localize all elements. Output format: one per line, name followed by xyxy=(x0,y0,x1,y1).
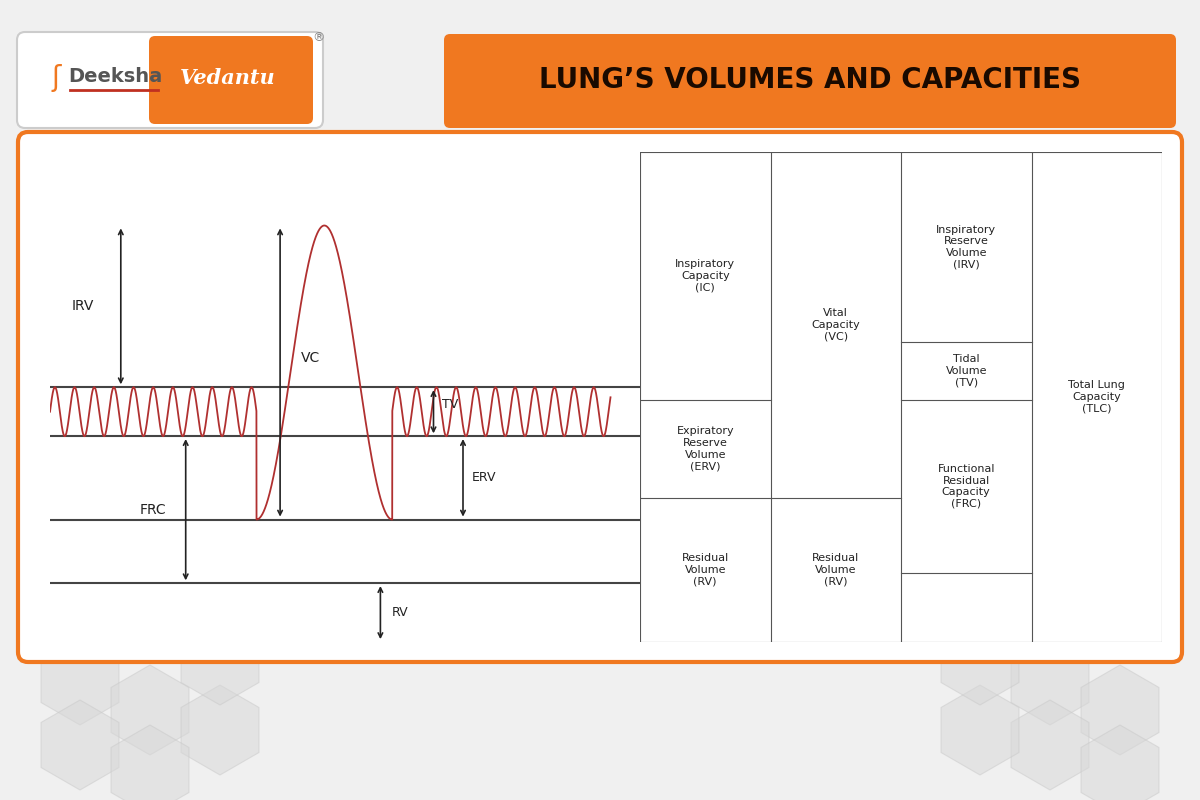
Polygon shape xyxy=(41,635,119,725)
Text: Residual
Volume
(RV): Residual Volume (RV) xyxy=(682,554,728,586)
Text: IRV: IRV xyxy=(71,299,94,314)
Text: Residual
Volume
(RV): Residual Volume (RV) xyxy=(812,554,859,586)
Polygon shape xyxy=(41,700,119,790)
Polygon shape xyxy=(1012,635,1088,725)
Text: Expiratory
Reserve
Volume
(ERV): Expiratory Reserve Volume (ERV) xyxy=(677,426,734,471)
Text: ʃ: ʃ xyxy=(52,64,61,92)
Text: Inspiratory
Capacity
(IC): Inspiratory Capacity (IC) xyxy=(676,259,736,293)
FancyBboxPatch shape xyxy=(18,132,1182,662)
Text: Vedantu: Vedantu xyxy=(180,68,276,88)
Text: Total Lung
Capacity
(TLC): Total Lung Capacity (TLC) xyxy=(1068,380,1126,414)
Text: LUNG’S VOLUMES AND CAPACITIES: LUNG’S VOLUMES AND CAPACITIES xyxy=(539,66,1081,94)
Text: RV: RV xyxy=(392,606,409,619)
Text: TV: TV xyxy=(443,398,458,411)
FancyBboxPatch shape xyxy=(17,32,323,128)
Polygon shape xyxy=(941,685,1019,775)
Polygon shape xyxy=(1081,665,1159,755)
Polygon shape xyxy=(181,615,259,705)
Text: Tidal
Volume
(TV): Tidal Volume (TV) xyxy=(946,354,986,388)
Polygon shape xyxy=(1081,725,1159,800)
Text: Functional
Residual
Capacity
(FRC): Functional Residual Capacity (FRC) xyxy=(937,464,995,509)
Polygon shape xyxy=(941,615,1019,705)
Polygon shape xyxy=(181,685,259,775)
Text: Vital
Capacity
(VC): Vital Capacity (VC) xyxy=(811,308,860,342)
Text: Deeksha: Deeksha xyxy=(68,66,162,86)
Polygon shape xyxy=(1012,700,1088,790)
Polygon shape xyxy=(112,725,188,800)
Text: VC: VC xyxy=(301,350,320,365)
FancyBboxPatch shape xyxy=(149,36,313,124)
Text: FRC: FRC xyxy=(140,502,167,517)
Text: ERV: ERV xyxy=(472,471,497,484)
Text: Inspiratory
Reserve
Volume
(IRV): Inspiratory Reserve Volume (IRV) xyxy=(936,225,996,270)
Text: ®: ® xyxy=(312,31,324,45)
FancyBboxPatch shape xyxy=(444,34,1176,128)
Polygon shape xyxy=(112,665,188,755)
